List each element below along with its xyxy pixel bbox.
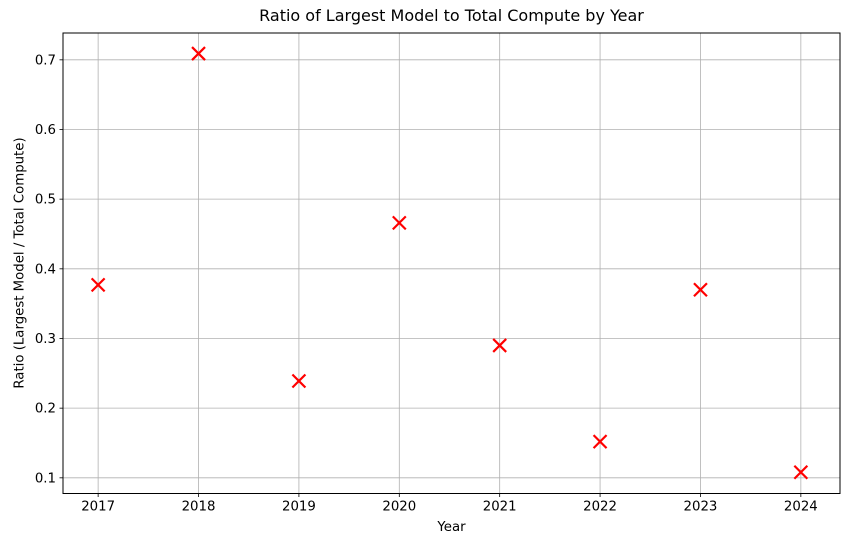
- x-tick-label: 2018: [182, 500, 216, 515]
- x-tick-label: 2020: [382, 500, 416, 515]
- x-tick-label: 2024: [784, 500, 818, 515]
- x-tick-label: 2017: [81, 500, 115, 515]
- marker-x-stroke: [90, 277, 106, 293]
- y-tick-label: 0.4: [35, 262, 56, 277]
- scatter-marker: [693, 282, 708, 298]
- y-tick-label: 0.2: [35, 402, 56, 417]
- scatter-marker: [392, 215, 407, 231]
- x-tick-label: 2019: [282, 500, 316, 515]
- marker-x-stroke: [793, 464, 809, 480]
- x-tick-label: 2023: [684, 500, 718, 515]
- scatter-marker: [191, 46, 206, 61]
- marker-x-stroke: [693, 282, 708, 298]
- marker-x-stroke: [592, 434, 608, 449]
- marker-x-stroke: [191, 46, 206, 61]
- scatter-marker: [90, 277, 106, 293]
- y-axis-label: Ratio (Largest Model / Total Compute): [12, 137, 28, 389]
- y-tick-label: 0.5: [35, 193, 56, 208]
- x-tick-label: 2022: [583, 500, 617, 515]
- chart-title: Ratio of Largest Model to Total Compute …: [259, 6, 644, 25]
- scatter-marker: [291, 373, 307, 389]
- y-tick-label: 0.3: [35, 332, 56, 347]
- plot-spines: [62, 32, 841, 494]
- marker-x-stroke: [492, 338, 507, 353]
- y-tick-label: 0.6: [35, 123, 56, 138]
- scatter-marker: [793, 464, 809, 480]
- x-tick-label: 2021: [483, 500, 517, 515]
- scatter-marker: [492, 338, 507, 353]
- marker-x-stroke: [392, 215, 407, 231]
- marker-x-stroke: [291, 373, 307, 389]
- y-tick-label: 0.7: [35, 53, 56, 68]
- x-axis-label: Year: [437, 520, 466, 535]
- y-tick-label: 0.1: [35, 471, 56, 486]
- scatter-marker: [592, 434, 608, 449]
